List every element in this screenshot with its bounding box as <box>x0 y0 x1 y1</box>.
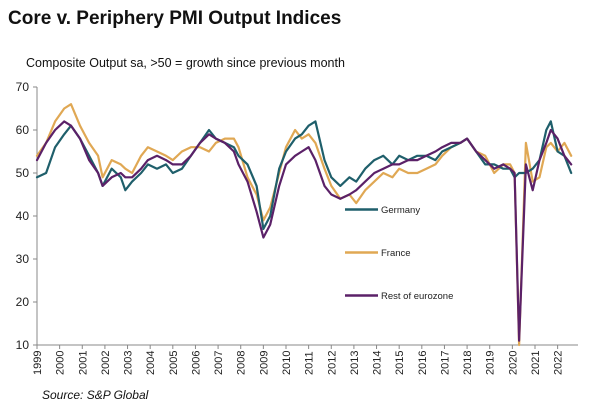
chart-axes: 10 20 30 40 50 60 70 1999 2000 2001 2002 2003 2004 20… <box>16 80 578 375</box>
series-line-france <box>35 103 573 347</box>
y-tick-label: 40 <box>16 209 30 223</box>
y-tick-label: 70 <box>16 80 30 94</box>
x-tick-label: 2010 <box>281 351 293 375</box>
series-line-rest-of-eurozone <box>35 120 573 342</box>
y-tick-label: 10 <box>16 338 30 352</box>
x-tick-label: 2015 <box>394 351 406 375</box>
x-tick-label: 2002 <box>100 351 112 375</box>
x-tick-label: 2001 <box>77 351 89 375</box>
x-tick-label: 2013 <box>349 351 361 375</box>
y-tick-label: 50 <box>16 166 30 180</box>
x-tick-label: 2004 <box>145 351 157 375</box>
y-tick-label: 30 <box>16 252 30 266</box>
x-tick-label: 2016 <box>417 351 429 375</box>
x-tick-label: 2017 <box>439 351 451 375</box>
y-tick-label: 20 <box>16 295 30 309</box>
series-line-germany <box>35 120 573 230</box>
chart-series-group <box>35 103 573 347</box>
x-tick-label: 2012 <box>326 351 338 375</box>
x-tick-label: 2007 <box>213 351 225 375</box>
legend-label: France <box>381 248 411 259</box>
x-tick-label: 2011 <box>304 351 316 375</box>
chart-subtitle: Composite Output sa, >50 = growth since … <box>26 56 345 70</box>
x-tick-label: 2020 <box>507 351 519 375</box>
x-tick-label: 2006 <box>190 351 202 375</box>
x-tick-label: 1999 <box>32 351 44 375</box>
x-tick-label: 2000 <box>55 351 67 375</box>
x-tick-label: 2005 <box>168 351 180 375</box>
x-tick-label: 2014 <box>372 351 384 375</box>
x-tick-label: 2018 <box>462 351 474 375</box>
x-tick-label: 2022 <box>553 351 565 375</box>
chart-source: Source: S&P Global <box>42 388 149 402</box>
x-tick-label: 2009 <box>258 351 270 375</box>
chart-legend: Germany France Rest of eurozone <box>345 205 453 302</box>
page-title: Core v. Periphery PMI Output Indices <box>8 8 342 29</box>
x-tick-label: 2021 <box>530 351 542 375</box>
y-tick-label: 60 <box>16 123 30 137</box>
legend-label: Rest of eurozone <box>381 291 453 302</box>
legend-label: Germany <box>381 205 420 216</box>
x-tick-label: 2003 <box>123 351 135 375</box>
x-tick-label: 2008 <box>236 351 248 375</box>
x-tick-label: 2019 <box>485 351 497 375</box>
